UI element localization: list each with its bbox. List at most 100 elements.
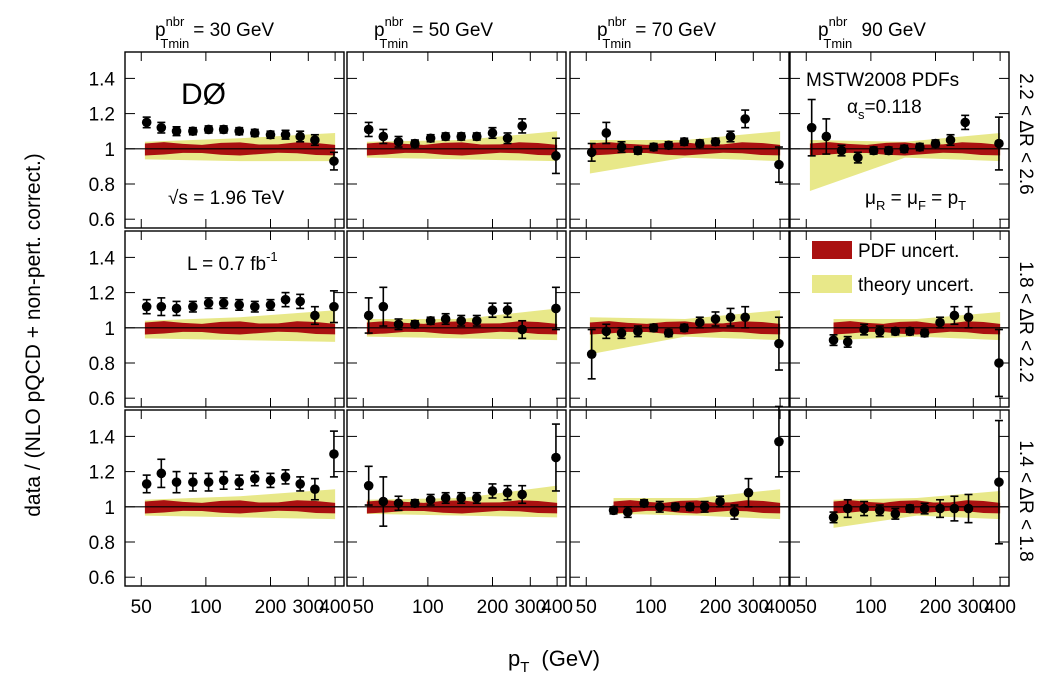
data-point bbox=[249, 300, 260, 313]
data-point bbox=[654, 500, 665, 513]
panel-r1-c2 bbox=[346, 51, 567, 229]
y-tick-label: 0.8 bbox=[89, 354, 115, 375]
scale-label: μR = μF = pT bbox=[865, 188, 966, 213]
data-point bbox=[608, 505, 619, 516]
data-point bbox=[616, 326, 627, 340]
data-point bbox=[963, 493, 974, 524]
data-point bbox=[963, 305, 974, 329]
point-marker bbox=[994, 138, 1004, 149]
point-marker bbox=[329, 156, 339, 166]
data-point bbox=[994, 328, 1004, 398]
point-marker bbox=[265, 129, 276, 140]
data-point bbox=[456, 131, 467, 142]
x-tick-label: 200 bbox=[255, 597, 287, 618]
panel-r1-c4 bbox=[789, 51, 1010, 229]
panel-r3-c2 bbox=[346, 409, 567, 587]
data-point bbox=[551, 423, 561, 492]
data-point bbox=[265, 472, 276, 489]
y-tick-label: 0.6 bbox=[89, 389, 115, 410]
point-marker bbox=[663, 328, 674, 338]
data-point bbox=[517, 484, 527, 505]
point-marker bbox=[440, 493, 451, 503]
pdf-set-label: MSTW2008 PDFs bbox=[806, 70, 959, 91]
point-marker bbox=[774, 159, 784, 170]
point-marker bbox=[440, 131, 451, 142]
point-marker bbox=[890, 326, 901, 337]
data-point bbox=[914, 142, 925, 152]
point-marker bbox=[280, 129, 291, 140]
column-title-4: pnbr Tmin 90 GeV bbox=[818, 14, 926, 51]
x-tick-label: 100 bbox=[635, 597, 667, 618]
point-marker bbox=[601, 128, 612, 138]
data-point bbox=[774, 146, 784, 184]
point-marker bbox=[471, 131, 482, 142]
panel-frame bbox=[569, 51, 790, 229]
data-point bbox=[806, 98, 817, 157]
data-point bbox=[410, 498, 420, 509]
data-point bbox=[905, 326, 915, 337]
panel-r3-c1 bbox=[124, 409, 345, 587]
point-marker bbox=[234, 477, 245, 487]
data-point bbox=[616, 140, 627, 154]
panel-r3-c4 bbox=[789, 409, 1010, 587]
legend-theory-swatch bbox=[812, 275, 852, 293]
point-marker bbox=[410, 138, 420, 149]
alpha-s-label: αs=0.118 bbox=[847, 97, 922, 122]
point-marker bbox=[774, 338, 784, 349]
data-point bbox=[310, 305, 320, 326]
point-marker bbox=[905, 503, 915, 514]
x-tick-label: 400 bbox=[984, 597, 1016, 618]
point-marker bbox=[203, 477, 214, 487]
point-marker bbox=[601, 326, 612, 337]
y-tick-label: 1.4 bbox=[89, 248, 116, 269]
data-point bbox=[188, 300, 198, 313]
point-marker bbox=[633, 326, 643, 337]
data-point bbox=[440, 491, 451, 505]
column-title-1: pnbr Tmin= 30 GeV bbox=[155, 14, 274, 51]
panel-frame bbox=[789, 230, 1010, 408]
x-axis-label: pT (GeV) bbox=[508, 646, 600, 675]
data-point bbox=[410, 319, 420, 330]
data-point bbox=[945, 133, 956, 147]
point-marker bbox=[517, 121, 527, 131]
x-tick-label: 200 bbox=[700, 597, 732, 618]
point-marker bbox=[729, 507, 740, 517]
x-tick-label: 300 bbox=[514, 597, 546, 618]
data-point bbox=[935, 498, 945, 519]
data-point bbox=[378, 286, 389, 327]
data-point bbox=[280, 291, 291, 308]
point-marker bbox=[821, 131, 832, 142]
data-point bbox=[694, 316, 705, 329]
data-point bbox=[171, 126, 182, 137]
data-point bbox=[883, 145, 894, 156]
data-point bbox=[393, 495, 404, 512]
point-marker bbox=[740, 114, 750, 124]
data-point bbox=[156, 297, 167, 317]
point-marker bbox=[699, 502, 710, 512]
point-marker bbox=[842, 503, 853, 514]
panel-frame bbox=[789, 409, 1010, 587]
point-marker bbox=[141, 479, 152, 489]
data-point bbox=[828, 511, 839, 524]
point-marker bbox=[859, 324, 869, 335]
data-point bbox=[648, 323, 659, 333]
x-tick-label: 300 bbox=[737, 597, 769, 618]
point-marker bbox=[502, 305, 513, 316]
data-point bbox=[919, 328, 930, 338]
point-marker bbox=[156, 122, 167, 133]
panel-frame bbox=[124, 230, 345, 408]
point-marker bbox=[378, 131, 389, 142]
point-marker bbox=[654, 502, 665, 512]
point-marker bbox=[280, 472, 291, 482]
data-point bbox=[188, 472, 198, 492]
data-point bbox=[774, 316, 784, 371]
data-point bbox=[203, 124, 214, 135]
point-marker bbox=[648, 142, 659, 152]
point-marker bbox=[679, 136, 690, 147]
legend-pdf-swatch bbox=[812, 241, 852, 259]
point-marker bbox=[456, 315, 467, 326]
y-tick-label: 0.6 bbox=[89, 568, 115, 589]
point-marker bbox=[410, 319, 420, 330]
column-titles: pnbr Tmin= 30 GeV pnbr Tmin= 50 GeV pnbr Tm… bbox=[155, 14, 926, 51]
point-marker bbox=[188, 301, 198, 312]
